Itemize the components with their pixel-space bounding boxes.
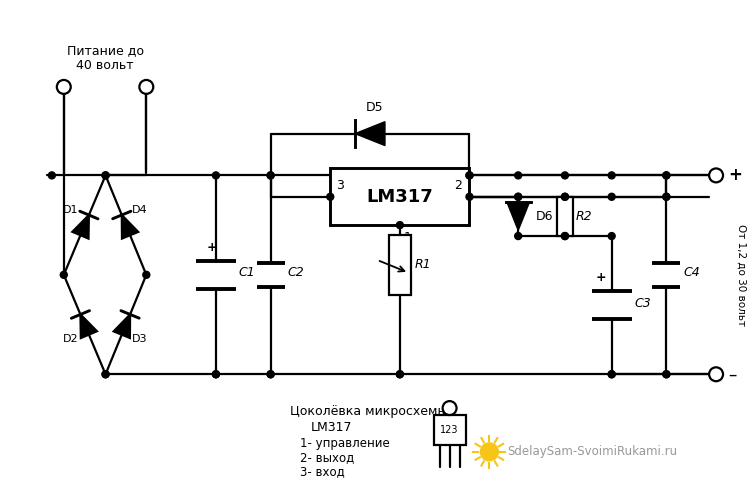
Text: 1- управление: 1- управление bbox=[300, 437, 390, 450]
Circle shape bbox=[663, 193, 670, 200]
Polygon shape bbox=[355, 122, 385, 145]
Text: C2: C2 bbox=[287, 266, 304, 279]
Circle shape bbox=[663, 172, 670, 179]
Circle shape bbox=[466, 172, 473, 179]
Text: D2: D2 bbox=[63, 334, 79, 345]
Text: –: – bbox=[728, 365, 736, 383]
Circle shape bbox=[663, 371, 670, 378]
Bar bbox=[389, 235, 411, 295]
Bar bbox=[330, 168, 469, 225]
Circle shape bbox=[102, 172, 109, 179]
Circle shape bbox=[709, 168, 723, 182]
Text: C4: C4 bbox=[683, 266, 700, 279]
Circle shape bbox=[466, 172, 473, 179]
Text: 2: 2 bbox=[454, 179, 461, 192]
Circle shape bbox=[396, 221, 404, 229]
Circle shape bbox=[663, 193, 670, 200]
Circle shape bbox=[480, 443, 498, 461]
Circle shape bbox=[562, 193, 569, 200]
Circle shape bbox=[608, 172, 615, 179]
Circle shape bbox=[267, 371, 274, 378]
Circle shape bbox=[608, 233, 615, 240]
Text: 2- выход: 2- выход bbox=[300, 451, 355, 464]
Text: Питание до
40 вольт: Питание до 40 вольт bbox=[67, 44, 144, 72]
Bar bbox=[434, 415, 466, 445]
Circle shape bbox=[442, 401, 457, 415]
Circle shape bbox=[562, 193, 569, 200]
Circle shape bbox=[562, 172, 569, 179]
Polygon shape bbox=[507, 202, 529, 230]
Text: Цоколёвка микросхемы: Цоколёвка микросхемы bbox=[290, 405, 448, 418]
Text: +: + bbox=[596, 272, 607, 284]
Circle shape bbox=[608, 193, 615, 200]
Text: 1: 1 bbox=[404, 231, 412, 244]
Circle shape bbox=[396, 371, 404, 378]
Circle shape bbox=[57, 80, 71, 94]
Circle shape bbox=[515, 233, 522, 240]
Circle shape bbox=[562, 233, 569, 240]
Circle shape bbox=[515, 193, 522, 200]
Circle shape bbox=[608, 371, 615, 378]
Text: LM317: LM317 bbox=[367, 188, 433, 206]
Circle shape bbox=[60, 272, 67, 278]
Text: D1: D1 bbox=[63, 205, 79, 215]
Text: 3: 3 bbox=[336, 179, 344, 192]
Text: C1: C1 bbox=[239, 266, 256, 279]
Text: D4: D4 bbox=[132, 205, 147, 215]
Text: R2: R2 bbox=[576, 210, 593, 223]
Circle shape bbox=[212, 172, 219, 179]
Circle shape bbox=[663, 172, 670, 179]
Circle shape bbox=[608, 371, 615, 378]
Circle shape bbox=[143, 272, 150, 278]
Circle shape bbox=[515, 193, 522, 200]
Text: D3: D3 bbox=[132, 334, 147, 345]
Circle shape bbox=[102, 172, 109, 179]
Circle shape bbox=[562, 233, 569, 240]
Polygon shape bbox=[80, 314, 97, 338]
Polygon shape bbox=[122, 215, 138, 239]
Circle shape bbox=[327, 193, 333, 200]
Circle shape bbox=[212, 371, 219, 378]
Text: C3: C3 bbox=[634, 297, 651, 310]
Text: От 1,2 до 30 вольт: От 1,2 до 30 вольт bbox=[736, 224, 746, 326]
Circle shape bbox=[267, 371, 274, 378]
Text: D6: D6 bbox=[536, 210, 553, 223]
Text: D5: D5 bbox=[366, 101, 384, 114]
Circle shape bbox=[212, 371, 219, 378]
Circle shape bbox=[466, 193, 473, 200]
Circle shape bbox=[267, 172, 274, 179]
Circle shape bbox=[139, 80, 153, 94]
Circle shape bbox=[709, 367, 723, 381]
Bar bbox=[557, 196, 573, 236]
Text: LM317: LM317 bbox=[311, 421, 352, 434]
Polygon shape bbox=[113, 314, 130, 338]
Text: +: + bbox=[206, 241, 217, 254]
Circle shape bbox=[515, 172, 522, 179]
Circle shape bbox=[267, 172, 274, 179]
Text: 123: 123 bbox=[440, 425, 459, 435]
Polygon shape bbox=[73, 215, 89, 239]
Text: SdelaySam-SvoimiRukami.ru: SdelaySam-SvoimiRukami.ru bbox=[507, 445, 677, 458]
Circle shape bbox=[102, 371, 109, 378]
Text: R1: R1 bbox=[415, 258, 432, 272]
Circle shape bbox=[396, 371, 404, 378]
Text: +: + bbox=[728, 166, 742, 185]
Circle shape bbox=[48, 172, 55, 179]
Text: 3- вход: 3- вход bbox=[300, 465, 345, 478]
Circle shape bbox=[102, 371, 109, 378]
Circle shape bbox=[663, 371, 670, 378]
